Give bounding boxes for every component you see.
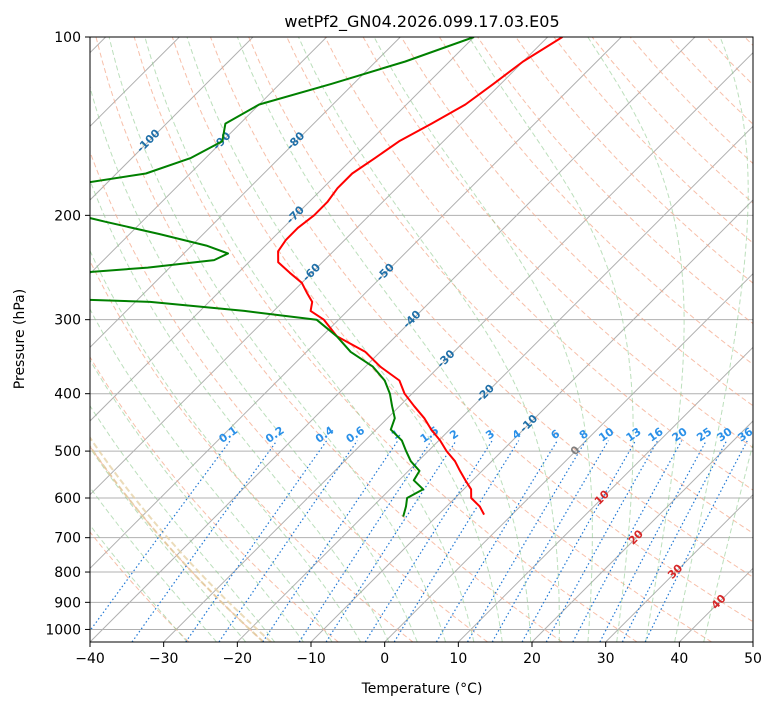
isotherm-line	[90, 37, 254, 201]
moist-adiabat	[298, 37, 560, 642]
mixing-ratio-line	[90, 440, 231, 632]
y-tick-label: 500	[54, 444, 81, 460]
dry-adiabat	[133, 37, 638, 642]
dry-adiabat	[90, 150, 488, 642]
dewpoint-profile	[90, 37, 475, 517]
x-tick-label: 10	[449, 651, 467, 667]
moist-adiabat	[674, 37, 749, 642]
isotherm-line	[236, 125, 753, 642]
mixing-ratio-line	[572, 440, 683, 642]
isotherm-line	[90, 37, 475, 422]
isotherm-line	[384, 272, 753, 642]
y-axis-ticks: 100 200 300 400 500 600 700 800 900 1000	[45, 30, 90, 638]
mixing-ratio-line	[435, 440, 558, 642]
mixing-ratio-line	[644, 440, 748, 642]
temperature-profile	[277, 37, 563, 516]
dry-adiabat	[171, 37, 712, 642]
isotherm-line	[457, 346, 753, 642]
mixing-ratio-line	[298, 440, 432, 642]
dry-adiabat	[95, 37, 563, 642]
x-tick-label: 20	[523, 651, 541, 667]
mixing-ratio-line	[262, 440, 399, 642]
y-tick-label: 800	[54, 565, 81, 581]
isotherm-line	[90, 37, 401, 349]
dry-adiabat	[324, 37, 753, 491]
y-tick-label: 100	[54, 30, 81, 46]
mixing-ratio-line	[325, 440, 457, 642]
x-tick-label: −20	[223, 651, 253, 667]
dry-adiabat	[515, 37, 753, 284]
background-lines	[90, 37, 753, 642]
moist-adiabat	[90, 447, 247, 642]
moist-adiabat	[90, 249, 362, 642]
isotherm-line	[90, 37, 622, 570]
mixing-ratio-line	[521, 440, 637, 642]
reference-adiabat	[90, 444, 265, 642]
moist-adiabat	[373, 37, 593, 642]
mixing-ratio-line	[131, 440, 278, 642]
x-tick-label: −30	[149, 651, 179, 667]
x-tick-label: −40	[75, 651, 105, 667]
chart-title: wetPf2_GN04.2026.099.17.03.E05	[284, 12, 559, 32]
dry-adiabat	[400, 37, 753, 407]
y-tick-label: 900	[54, 595, 81, 611]
y-axis-title: Pressure (hPa)	[12, 289, 28, 389]
mixing-ratio-line	[393, 440, 520, 642]
isotherm-line	[163, 51, 753, 642]
dry-adiabat	[438, 37, 753, 366]
moist-adiabat	[144, 37, 475, 642]
dry-adiabat	[90, 356, 339, 642]
isotherm-line	[531, 420, 753, 642]
isotherm-line	[90, 37, 549, 496]
mixing-ratio-line	[466, 440, 587, 642]
mixing-ratio-line	[545, 440, 659, 642]
y-tick-label: 300	[54, 313, 81, 329]
y-tick-label: 600	[54, 491, 81, 507]
moist-adiabat	[108, 37, 447, 642]
mixing-ratio-line	[491, 440, 609, 642]
moist-adiabat	[236, 37, 532, 642]
x-tick-label: 0	[380, 651, 389, 667]
y-tick-label: 700	[54, 531, 81, 547]
isotherm-line	[90, 37, 328, 275]
moist-adiabat	[90, 179, 390, 642]
mixing-ratio-label: 36	[735, 425, 755, 445]
mixing-ratio-line	[364, 440, 493, 642]
dry-adiabat	[90, 531, 190, 642]
dry-adiabat	[248, 37, 753, 578]
x-tick-label: 30	[597, 651, 615, 667]
moist-adiabat	[703, 441, 753, 642]
y-tick-label: 1000	[45, 622, 81, 638]
x-tick-label: −10	[296, 651, 326, 667]
x-axis-title: Temperature (°C)	[361, 681, 483, 697]
dry-adiabat	[210, 37, 753, 623]
plot-frame	[89, 36, 754, 643]
moist-adiabat	[90, 359, 304, 642]
moist-adiabat	[90, 404, 276, 642]
mixing-ratio-line	[185, 440, 328, 642]
y-tick-label: 200	[54, 208, 81, 224]
x-tick-label: 50	[744, 651, 762, 667]
x-axis-ticks: −40 −30 −20 −10 0 10 20 30 40 50	[75, 642, 762, 667]
moist-adiabat	[186, 37, 503, 642]
moist-adiabat	[90, 308, 333, 642]
moist-adiabat	[587, 37, 685, 642]
profile-lines	[90, 37, 563, 517]
reference-adiabat	[90, 436, 272, 642]
y-tick-label: 400	[54, 387, 81, 403]
x-tick-label: 40	[670, 651, 688, 667]
isotherm-line	[605, 493, 753, 642]
